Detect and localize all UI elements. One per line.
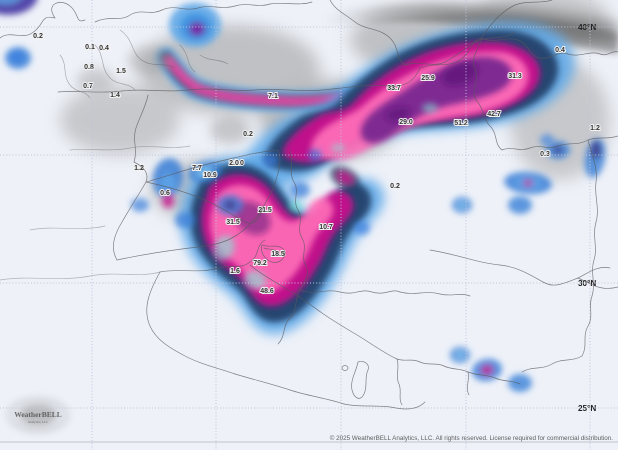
svg-text:0.7: 0.7 xyxy=(83,83,93,90)
svg-text:0.6: 0.6 xyxy=(160,190,170,197)
svg-text:25°N: 25°N xyxy=(578,404,596,413)
svg-text:10.7: 10.7 xyxy=(319,224,333,231)
svg-text:2.0: 2.0 xyxy=(229,160,239,167)
svg-text:79.2: 79.2 xyxy=(253,260,267,267)
svg-text:21.5: 21.5 xyxy=(258,207,272,214)
svg-text:40°N: 40°N xyxy=(578,23,596,32)
svg-text:31.5: 31.5 xyxy=(226,219,240,226)
svg-text:1.6: 1.6 xyxy=(230,268,240,275)
svg-text:0.1: 0.1 xyxy=(85,44,95,51)
svg-text:31.3: 31.3 xyxy=(508,73,522,80)
svg-text:7.1: 7.1 xyxy=(268,93,278,100)
svg-text:10.9: 10.9 xyxy=(203,172,217,179)
svg-text:1.4: 1.4 xyxy=(110,92,120,99)
svg-text:0.8: 0.8 xyxy=(84,64,94,71)
svg-text:0.4: 0.4 xyxy=(99,45,109,52)
svg-text:WeatherBELL: WeatherBELL xyxy=(14,410,62,419)
svg-text:25.9: 25.9 xyxy=(421,75,435,82)
svg-text:42.7: 42.7 xyxy=(487,111,501,118)
svg-text:© 2025 WeatherBELL Analytics,: © 2025 WeatherBELL Analytics, LLC. All r… xyxy=(330,434,613,442)
svg-text:1.2: 1.2 xyxy=(134,165,144,172)
svg-text:29.0: 29.0 xyxy=(399,119,413,126)
svg-text:0.3: 0.3 xyxy=(540,151,550,158)
svg-text:0.2: 0.2 xyxy=(243,131,253,138)
svg-text:1.2: 1.2 xyxy=(590,125,600,132)
svg-text:48.6: 48.6 xyxy=(260,288,274,295)
svg-text:0.2: 0.2 xyxy=(390,183,400,190)
svg-text:1.5: 1.5 xyxy=(116,68,126,75)
svg-text:0.2: 0.2 xyxy=(33,33,43,40)
svg-text:18.5: 18.5 xyxy=(271,251,285,258)
